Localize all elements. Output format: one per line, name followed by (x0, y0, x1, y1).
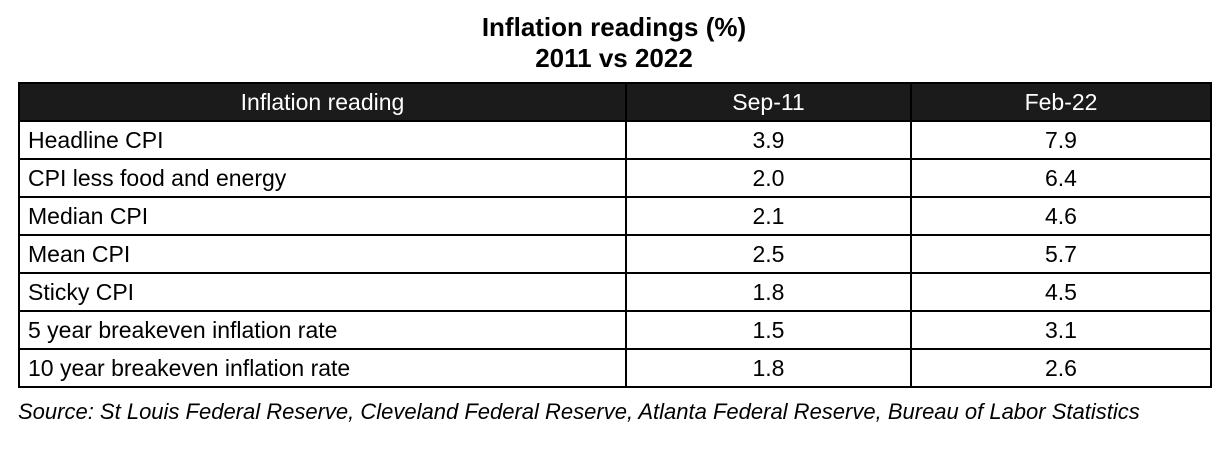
table-row: Mean CPI 2.5 5.7 (18, 234, 1212, 275)
title-line-1: Inflation readings (%) (481, 12, 747, 42)
row-sep11-value: 1.8 (625, 348, 912, 389)
row-feb22-value: 5.7 (910, 234, 1212, 275)
row-label: Headline CPI (18, 120, 627, 161)
header-sep-11: Sep-11 (625, 82, 912, 123)
row-sep11-value: 1.5 (625, 310, 912, 351)
row-label: Mean CPI (18, 234, 627, 275)
row-sep11-value: 2.0 (625, 158, 912, 199)
table-row: CPI less food and energy 2.0 6.4 (18, 158, 1212, 199)
table-row: 10 year breakeven inflation rate 1.8 2.6 (18, 348, 1212, 389)
row-feb22-value: 7.9 (910, 120, 1212, 161)
row-sep11-value: 1.8 (625, 272, 912, 313)
row-feb22-value: 2.6 (910, 348, 1212, 389)
title-line-2: 2011 vs 2022 (535, 43, 693, 74)
header-inflation-reading: Inflation reading (18, 82, 627, 123)
row-sep11-value: 2.1 (625, 196, 912, 237)
row-sep11-value: 2.5 (625, 234, 912, 275)
row-feb22-value: 4.5 (910, 272, 1212, 313)
inflation-table: Inflation reading Sep-11 Feb-22 Headline… (18, 82, 1212, 389)
row-sep11-value: 3.9 (625, 120, 912, 161)
row-feb22-value: 4.6 (910, 196, 1212, 237)
table-row: 5 year breakeven inflation rate 1.5 3.1 (18, 310, 1212, 351)
row-feb22-value: 3.1 (910, 310, 1212, 351)
row-label: 10 year breakeven inflation rate (18, 348, 627, 389)
row-label: Median CPI (18, 196, 627, 237)
source-note: Source: St Louis Federal Reserve, Clevel… (18, 399, 1140, 425)
row-label: CPI less food and energy (18, 158, 627, 199)
table-row: Headline CPI 3.9 7.9 (18, 120, 1212, 161)
row-label: Sticky CPI (18, 272, 627, 313)
table-row: Median CPI 2.1 4.6 (18, 196, 1212, 237)
table-header-row: Inflation reading Sep-11 Feb-22 (18, 82, 1212, 123)
header-feb-22: Feb-22 (910, 82, 1212, 123)
row-feb22-value: 6.4 (910, 158, 1212, 199)
chart-title: Inflation readings (%) 2011 vs 2022 (0, 0, 1228, 74)
table-row: Sticky CPI 1.8 4.5 (18, 272, 1212, 313)
row-label: 5 year breakeven inflation rate (18, 310, 627, 351)
